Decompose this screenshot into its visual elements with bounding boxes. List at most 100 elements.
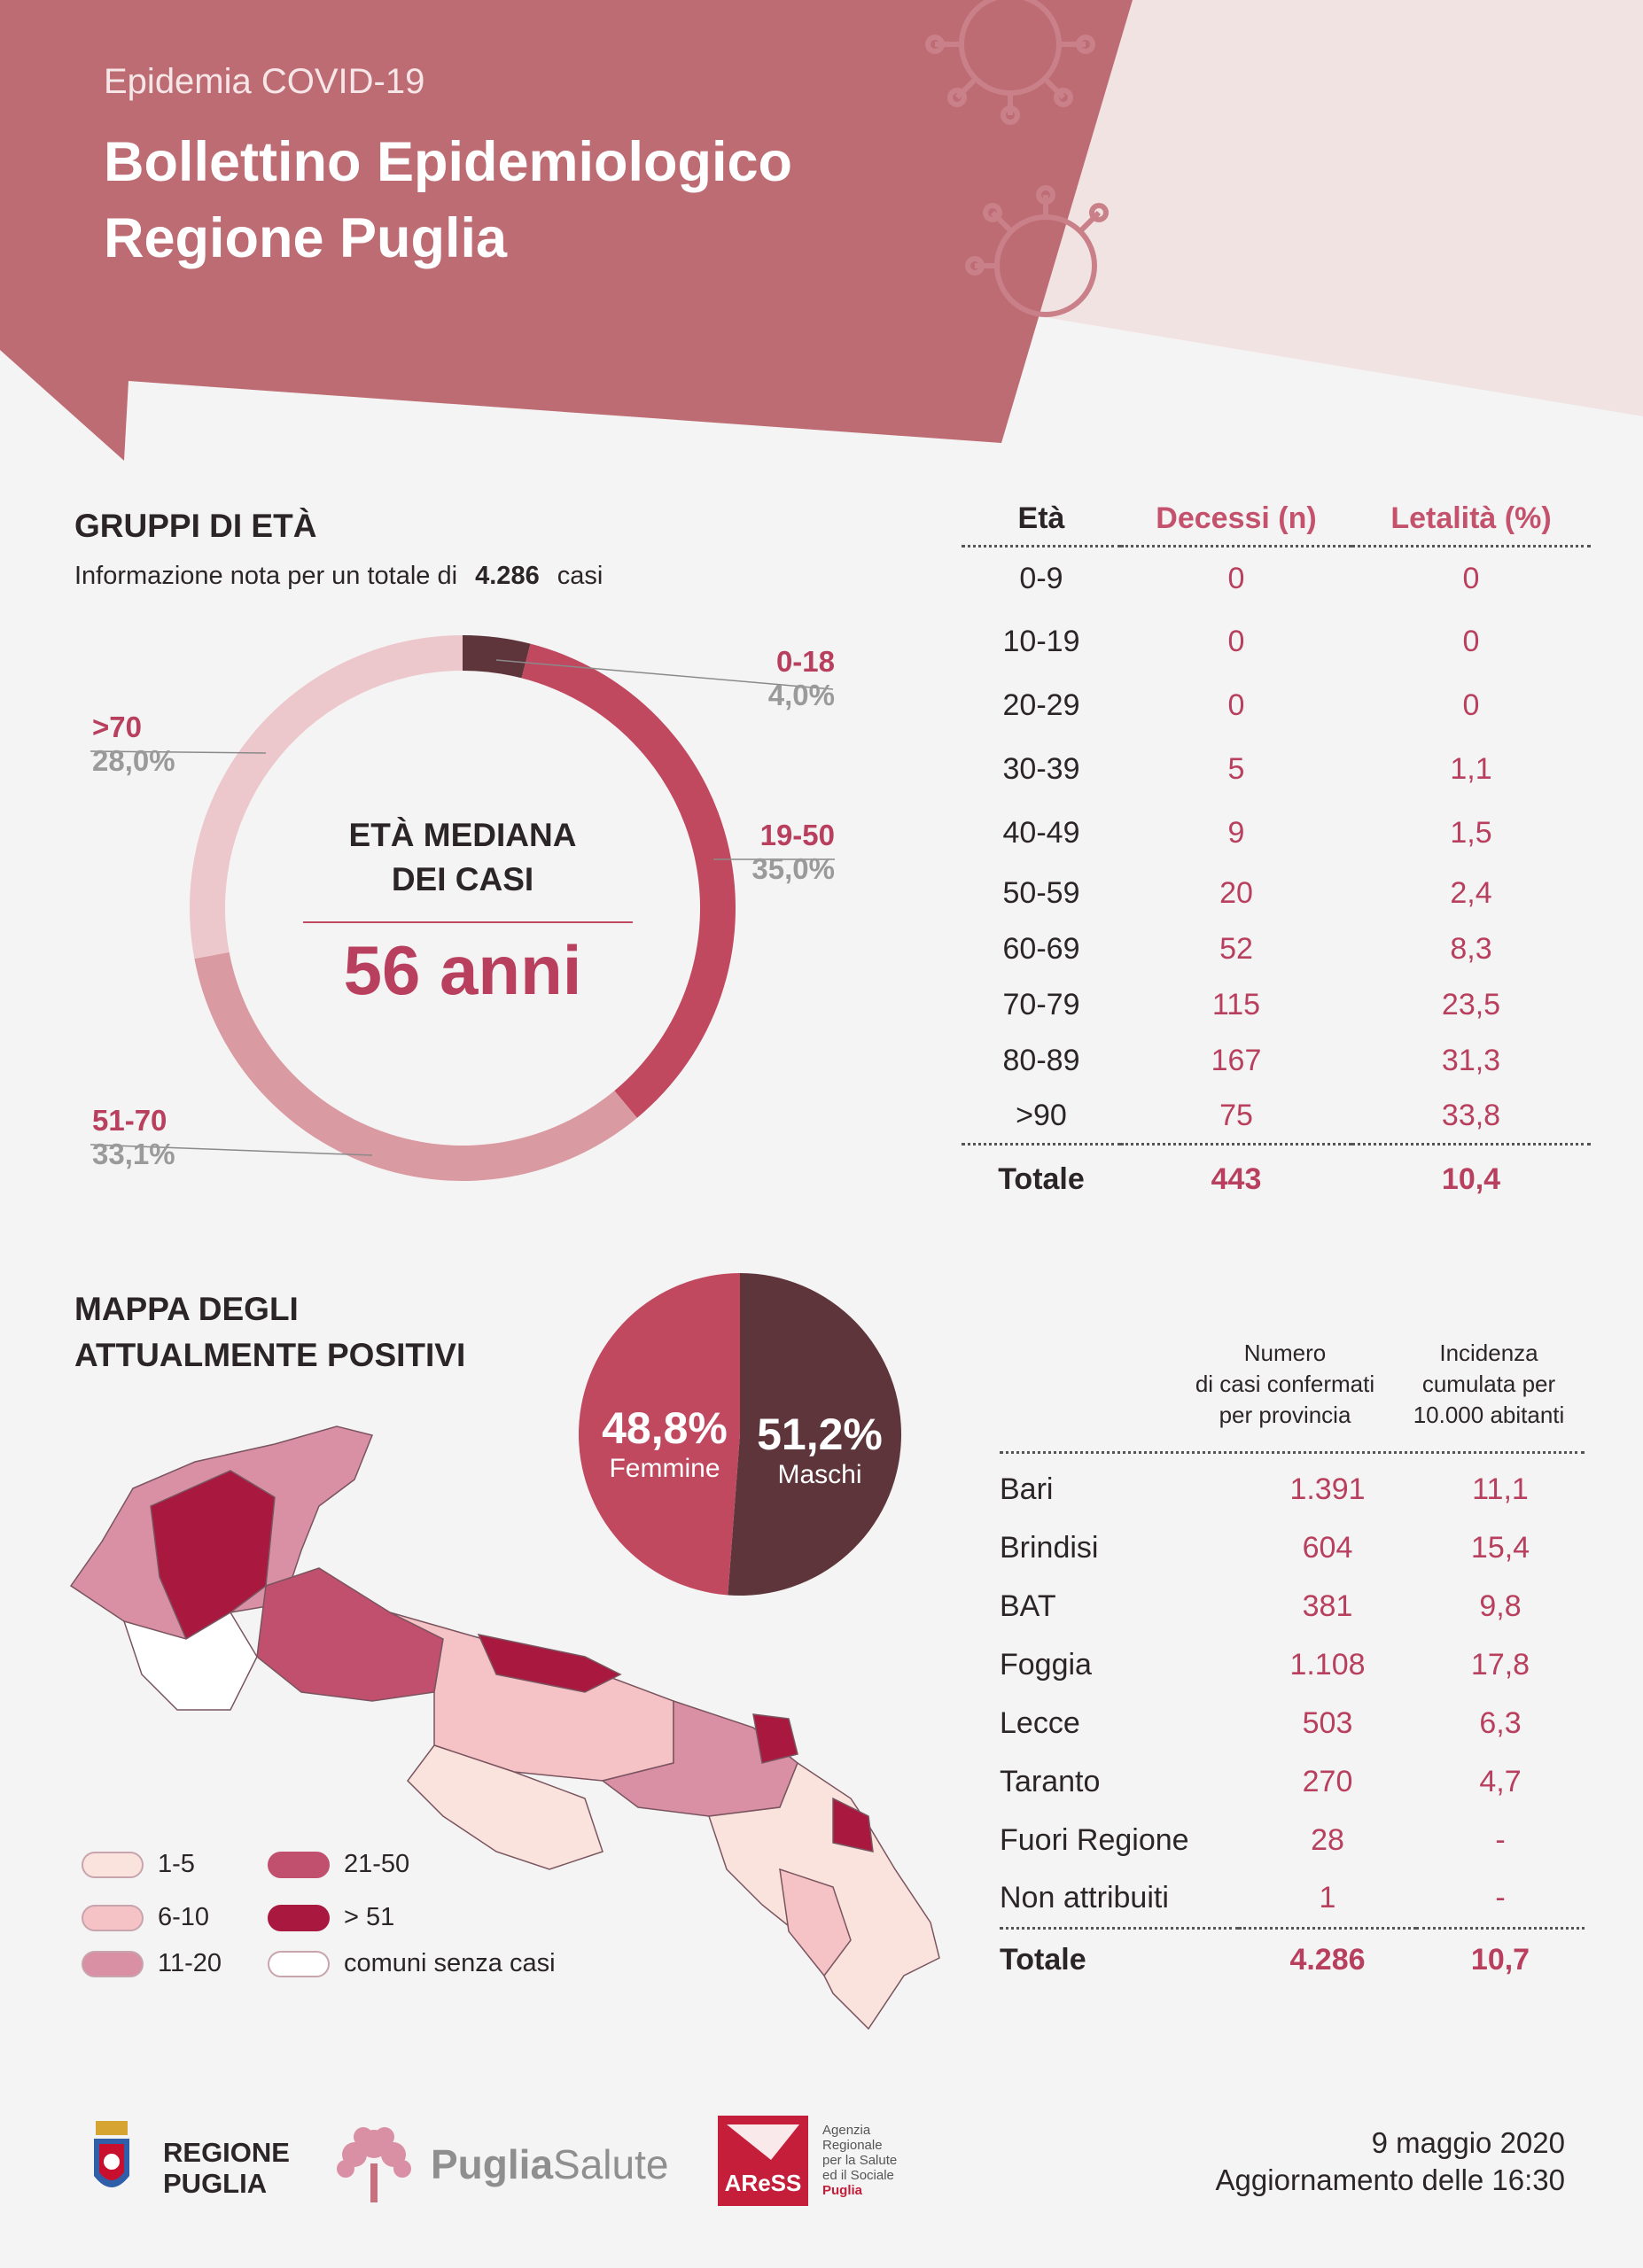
donut-label-19-50: 19-50 35,0% (734, 819, 835, 886)
deaths-cell: 9 (1227, 816, 1245, 850)
logo-puglia-salute: PugliaSalute (431, 2140, 668, 2188)
donut-slice-018 (463, 635, 531, 679)
report-date: 9 maggio 2020 (1371, 2126, 1565, 2159)
center-divider (303, 921, 633, 923)
province-name: Fuori Regione (1000, 1822, 1189, 1857)
aress-line: Puglia (822, 2183, 863, 2198)
age-cell: 0-9 (1019, 561, 1063, 595)
deaths-cell: 0 (1227, 561, 1245, 595)
pie-slice-femmine (579, 1273, 740, 1596)
province-cases: 1.391 (1289, 1472, 1366, 1506)
donut-center-label: ETÀ MEDIANA DEI CASI (285, 813, 640, 902)
province-row: Lecce 503 6,3 (1000, 1694, 1585, 1752)
pie-label-femmine: 48,8% Femmine (585, 1402, 744, 1484)
pie-cat: Femmine (609, 1454, 720, 1483)
donut-leader-line (90, 1144, 373, 1156)
donut-center-value: 56 anni (343, 931, 582, 1009)
donut-label-51-70: 51-70 33,1% (92, 1104, 175, 1171)
lethality-cell: 2,4 (1450, 875, 1492, 910)
label-cat: >70 (92, 711, 142, 743)
age-cell: 60-69 (1002, 931, 1080, 966)
legend-label: 6-10 (158, 1903, 210, 1931)
label-pct: 33,1% (92, 1138, 175, 1170)
map-region-subappennino (122, 1611, 258, 1711)
province-row: Taranto 270 4,7 (1000, 1752, 1585, 1811)
label-pct: 4,0% (767, 679, 835, 711)
age-cell: 80-89 (1002, 1043, 1080, 1077)
info-suffix: casi (557, 562, 603, 590)
logo-line: REGIONE (163, 2137, 290, 2168)
lethality-cell: 0 (1462, 688, 1480, 722)
footer-date-block: 9 maggio 2020 Aggiornamento delle 16:30 (1216, 2124, 1565, 2199)
gender-pie-chart (579, 1273, 902, 1596)
label-cat: 0-18 (775, 645, 835, 678)
deaths-table-row: 30-39 5 1,1 (962, 738, 1591, 802)
province-cases: 381 (1302, 1588, 1353, 1623)
legend-label: > 51 (344, 1903, 395, 1931)
province-incidence: 9,8 (1479, 1588, 1522, 1623)
total-label: Totale (1000, 1943, 1086, 1977)
lethality-cell: 33,8 (1441, 1098, 1501, 1132)
header-line: 10.000 abitanti (1413, 1402, 1565, 1428)
donut-slice-70 (190, 635, 463, 959)
lethality-cell: 0 (1462, 561, 1480, 595)
province-row: Non attribuiti 1 - (1000, 1869, 1585, 1928)
col-letalita: Letalità (%) (1390, 501, 1552, 535)
pie-label-maschi: 51,2% Maschi (740, 1409, 899, 1490)
deaths-cell: 167 (1211, 1043, 1262, 1077)
legend-swatch (82, 1950, 144, 1977)
virus-icon (925, 0, 1109, 317)
deaths-table-row: 60-69 52 8,3 (962, 921, 1591, 977)
map-region-foggia-north (150, 1470, 276, 1641)
province-cases: 1 (1319, 1880, 1336, 1915)
donut-slice-5170 (194, 951, 637, 1181)
aress-line: per la Salute (822, 2153, 898, 2168)
total-cases: 4.286 (1289, 1943, 1366, 1977)
puglia-salute-tree-icon (330, 2119, 418, 2208)
col-eta: Età (1017, 501, 1065, 535)
age-cell: 40-49 (1002, 816, 1080, 850)
province-name: Taranto (1000, 1764, 1101, 1798)
deaths-cell: 52 (1219, 931, 1253, 966)
legend-item-11-20: 11-20 (82, 1949, 222, 1978)
update-time: Aggiornamento delle 16:30 (1215, 2163, 1565, 2196)
aress-logo-text: AReSS (724, 2170, 802, 2196)
map-region-taranto (407, 1744, 603, 1870)
lethality-cell: 31,3 (1441, 1043, 1501, 1077)
header-line: per provincia (1219, 1402, 1351, 1428)
age-donut-chart (90, 635, 835, 1181)
col-decessi: Decessi (n) (1156, 501, 1317, 535)
deaths-table-row: 40-49 9 1,5 (962, 802, 1591, 866)
total-incidence: 10,7 (1470, 1943, 1530, 1977)
center-line-1: ETÀ MEDIANA (348, 817, 577, 853)
legend-label: 11-20 (158, 1949, 222, 1977)
info-prefix: Informazione nota per un totale di (74, 562, 458, 590)
legend-swatch (268, 1851, 330, 1878)
province-cases: 270 (1302, 1764, 1353, 1798)
province-incidence: - (1495, 1880, 1506, 1915)
title-line-1: Bollettino Epidemiologico (104, 131, 792, 193)
age-cell: >90 (1016, 1098, 1067, 1132)
deaths-cell: 75 (1219, 1098, 1253, 1132)
lethality-cell: 8,3 (1450, 931, 1492, 966)
center-line-2: DEI CASI (391, 861, 534, 897)
lethality-cell: 1,5 (1450, 816, 1492, 850)
province-cases: 28 (1311, 1822, 1344, 1857)
deaths-table-row: 0-9 0 0 (962, 547, 1591, 610)
header-line: cumulata per (1421, 1371, 1556, 1397)
map-region-lecce-north (832, 1797, 874, 1852)
deaths-table-row: 70-79 115 23,5 (962, 977, 1591, 1033)
province-name: BAT (1000, 1588, 1056, 1623)
deaths-table-total-row: Totale 443 10,4 (962, 1145, 1591, 1214)
age-cell: 30-39 (1002, 752, 1080, 786)
province-name: Brindisi (1000, 1530, 1099, 1565)
deaths-cell: 5 (1227, 752, 1245, 786)
deaths-cell: 115 (1211, 987, 1261, 1021)
donut-label-0-18: 0-18 4,0% (764, 645, 835, 712)
logo-part-1: Puglia (431, 2141, 554, 2187)
aress-description: Agenzia Regionale per la Salute ed il So… (822, 2123, 897, 2198)
deaths-table-row: 80-89 167 31,3 (962, 1033, 1591, 1089)
label-pct: 35,0% (751, 852, 835, 885)
province-header-divider (1000, 1451, 1585, 1454)
